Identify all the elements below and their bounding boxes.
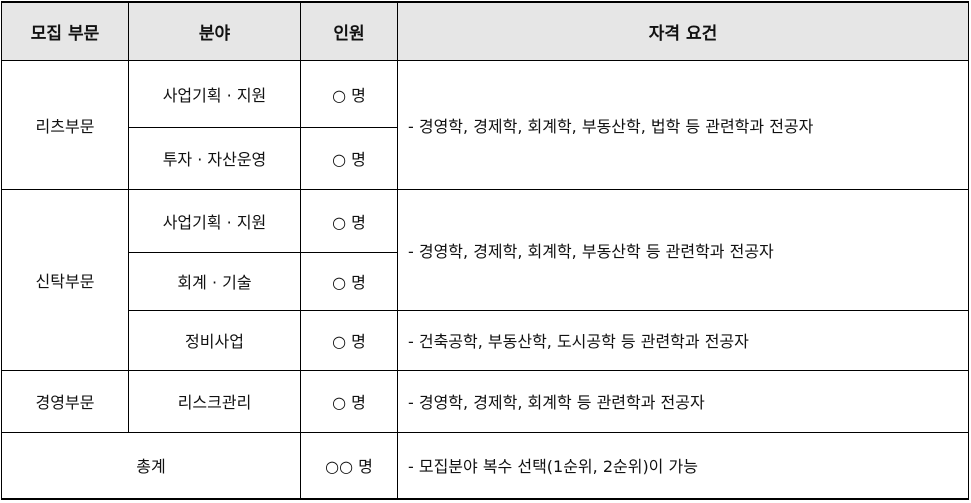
total-headcount: ○○ 명	[300, 431, 398, 500]
field-cell: 정비사업	[128, 309, 301, 371]
total-label: 총계	[1, 431, 301, 500]
qualification-cell: - 경영학, 경제학, 회계학, 부동산학, 법학 등 관련학과 전공자	[397, 59, 969, 190]
table-row: 투자 · 자산운영 ○ 명	[2, 126, 969, 190]
division-cell: 경영부문	[1, 369, 129, 433]
header-qualification: 자격 요건	[397, 1, 969, 61]
header-field: 분야	[128, 1, 301, 61]
field-cell: 투자 · 자산운영	[128, 126, 301, 190]
header-division: 모집 부문	[1, 1, 129, 61]
headcount-cell: ○ 명	[300, 251, 398, 311]
header-row: 모집 부문 분야 인원 자격 요건	[1, 1, 969, 61]
table-row: 경영부문 리스크관리 ○ 명 - 경영학, 경제학, 회계학 등 관련학과 전공…	[1, 369, 969, 433]
qualification-cell: - 경영학, 경제학, 회계학 등 관련학과 전공자	[397, 369, 969, 433]
table-row: 신탁부문 사업기획 · 지원 ○ 명 - 경영학, 경제학, 회계학, 부동산학…	[1, 188, 969, 371]
table-row: 회계 · 기술 ○ 명	[2, 251, 969, 311]
headcount-cell: ○ 명	[300, 188, 398, 253]
division-cell: 신탁부문	[1, 188, 129, 371]
table-row: 리츠부문 사업기획 · 지원 ○ 명 - 경영학, 경제학, 회계학, 부동산학…	[1, 59, 969, 190]
field-cell: 리스크관리	[128, 369, 301, 433]
qualification-cell: - 경영학, 경제학, 회계학, 부동산학 등 관련학과 전공자	[397, 188, 969, 311]
headcount-cell: ○ 명	[300, 126, 398, 190]
division-cell: 리츠부문	[1, 59, 129, 190]
qualification-cell: - 건축공학, 부동산학, 도시공학 등 관련학과 전공자	[397, 309, 969, 371]
headcount-cell: ○ 명	[300, 309, 398, 371]
table-row: 정비사업 ○ 명 - 건축공학, 부동산학, 도시공학 등 관련학과 전공자	[2, 309, 969, 371]
field-cell: 사업기획 · 지원	[128, 59, 301, 128]
headcount-cell: ○ 명	[300, 369, 398, 433]
total-row: 총계 ○○ 명 - 모집분야 복수 선택(1순위, 2순위)이 가능	[1, 431, 969, 500]
field-cell: 회계 · 기술	[128, 251, 301, 311]
headcount-cell: ○ 명	[300, 59, 398, 128]
total-qualification: - 모집분야 복수 선택(1순위, 2순위)이 가능	[397, 431, 969, 500]
header-headcount: 인원	[300, 1, 398, 61]
field-cell: 사업기획 · 지원	[128, 188, 301, 253]
